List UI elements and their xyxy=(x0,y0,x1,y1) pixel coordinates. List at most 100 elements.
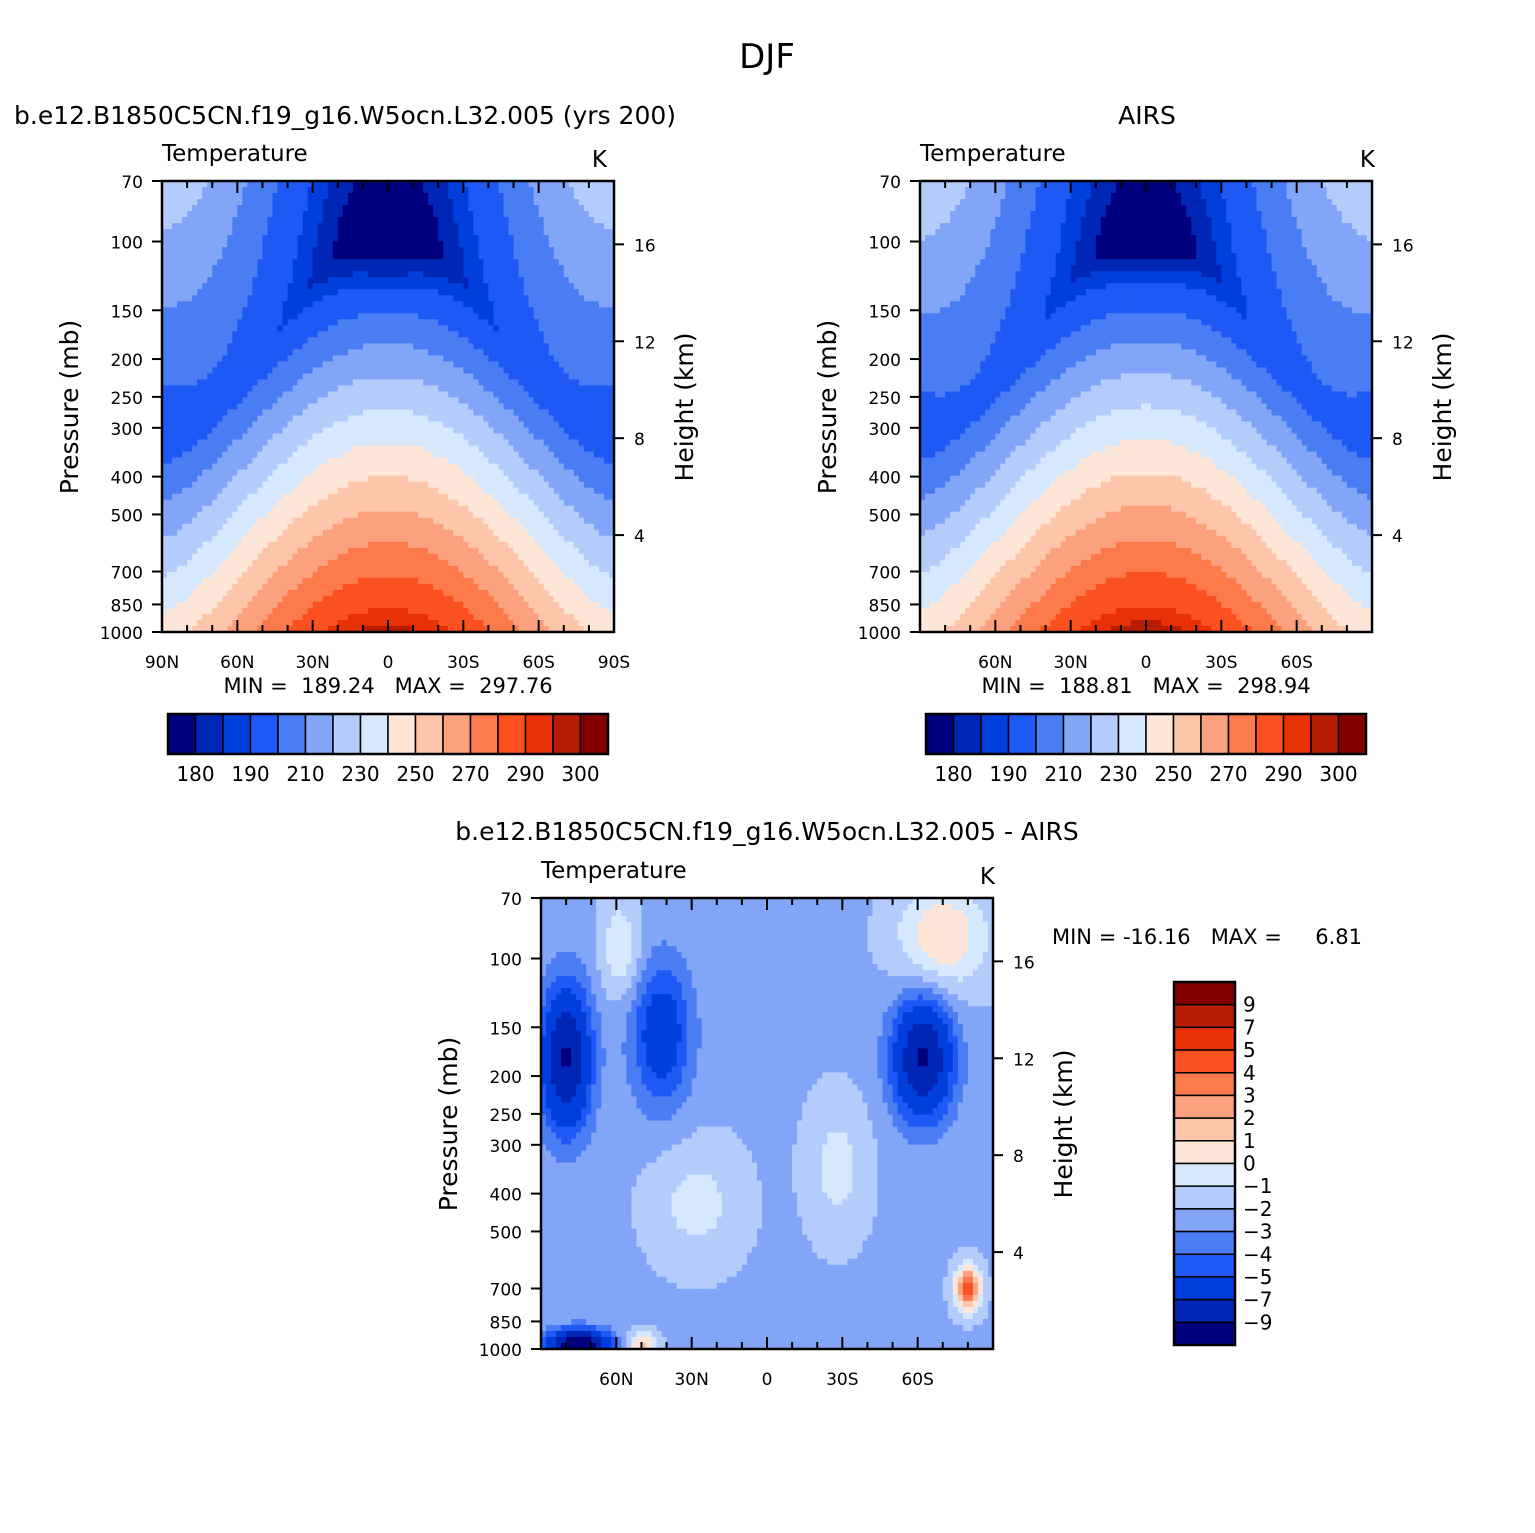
field-cell xyxy=(232,271,238,278)
field-cell xyxy=(448,193,454,200)
field-cell xyxy=(352,373,359,381)
field-cell xyxy=(232,379,238,387)
field-cell xyxy=(578,373,585,381)
field-cell xyxy=(468,445,474,453)
field-cell xyxy=(433,259,439,266)
field-cell xyxy=(568,367,575,375)
field-cell xyxy=(297,247,304,254)
field-cell xyxy=(217,409,223,417)
field-cell xyxy=(327,235,334,242)
field-cell xyxy=(272,391,279,399)
field-cell xyxy=(463,253,469,260)
field-cell xyxy=(533,277,540,284)
field-cell xyxy=(458,319,464,326)
field-cell xyxy=(292,307,299,314)
field-cell xyxy=(177,343,183,350)
field-cell xyxy=(277,499,284,507)
field-cell xyxy=(212,457,218,465)
field-cell xyxy=(518,451,525,459)
field-cell xyxy=(488,349,495,356)
field-cell xyxy=(448,379,454,387)
field-cell xyxy=(252,391,259,399)
field-cell xyxy=(382,445,389,453)
field-cell xyxy=(322,325,329,332)
field-cell xyxy=(167,253,173,260)
field-cell xyxy=(538,217,545,224)
field-cell xyxy=(192,493,198,501)
field-cell xyxy=(563,433,570,441)
field-cell xyxy=(473,439,479,447)
field-cell xyxy=(357,421,364,429)
field-cell xyxy=(267,301,274,308)
field-cell xyxy=(382,415,389,423)
field-cell xyxy=(372,199,379,206)
field-cell xyxy=(573,493,580,501)
field-cell xyxy=(418,469,424,477)
field-cell xyxy=(503,217,510,224)
field-cell xyxy=(247,373,253,381)
field-cell xyxy=(608,385,615,393)
field-cell xyxy=(352,433,359,441)
field-cell xyxy=(237,343,243,350)
field-cell xyxy=(488,451,495,459)
field-cell xyxy=(398,247,404,254)
field-cell xyxy=(558,421,565,429)
field-cell xyxy=(463,361,469,369)
field-cell xyxy=(478,289,485,296)
field-cell xyxy=(277,457,284,465)
field-cell xyxy=(543,187,550,194)
field-cell xyxy=(227,289,233,296)
field-cell xyxy=(438,427,444,435)
field-cell xyxy=(347,367,354,375)
field-cell xyxy=(302,361,309,369)
field-cell xyxy=(317,277,324,284)
field-cell xyxy=(393,325,399,332)
field-cell xyxy=(603,343,610,350)
field-cell xyxy=(543,361,550,369)
field-cell xyxy=(382,361,389,369)
field-cell xyxy=(398,295,404,302)
field-cell xyxy=(558,241,565,248)
field-cell xyxy=(458,211,464,218)
field-cell xyxy=(332,331,339,338)
field-cell xyxy=(252,283,259,290)
field-cell xyxy=(302,511,309,519)
field-cell xyxy=(453,403,459,411)
field-cell xyxy=(382,277,389,284)
field-cell xyxy=(453,337,459,344)
field-cell xyxy=(578,301,585,308)
field-cell xyxy=(192,397,198,405)
field-cell xyxy=(287,451,294,459)
field-cell xyxy=(187,283,193,290)
field-cell xyxy=(377,235,384,242)
field-cell xyxy=(227,403,233,411)
field-cell xyxy=(267,355,274,362)
field-cell xyxy=(337,427,344,435)
field-cell xyxy=(468,505,474,513)
field-cell xyxy=(458,451,464,459)
field-cell xyxy=(272,373,279,381)
field-cell xyxy=(553,367,560,375)
field-cell xyxy=(177,493,183,501)
field-cell xyxy=(322,511,329,519)
field-cell xyxy=(468,391,474,399)
field-cell xyxy=(578,433,585,441)
field-cell xyxy=(513,421,520,429)
field-cell xyxy=(563,187,570,194)
field-cell xyxy=(563,193,570,200)
field-cell xyxy=(382,241,389,248)
field-cell xyxy=(162,397,168,405)
field-cell xyxy=(583,205,590,212)
field-cell xyxy=(212,253,218,260)
field-cell xyxy=(312,457,319,465)
field-cell xyxy=(222,451,228,459)
field-cell xyxy=(287,331,294,338)
field-cell xyxy=(553,295,560,302)
field-cell xyxy=(578,217,585,224)
field-cell xyxy=(167,223,173,230)
field-cell xyxy=(563,241,570,248)
field-cell xyxy=(398,313,404,320)
field-cell xyxy=(573,499,580,507)
field-cell xyxy=(317,295,324,302)
field-cell xyxy=(212,217,218,224)
